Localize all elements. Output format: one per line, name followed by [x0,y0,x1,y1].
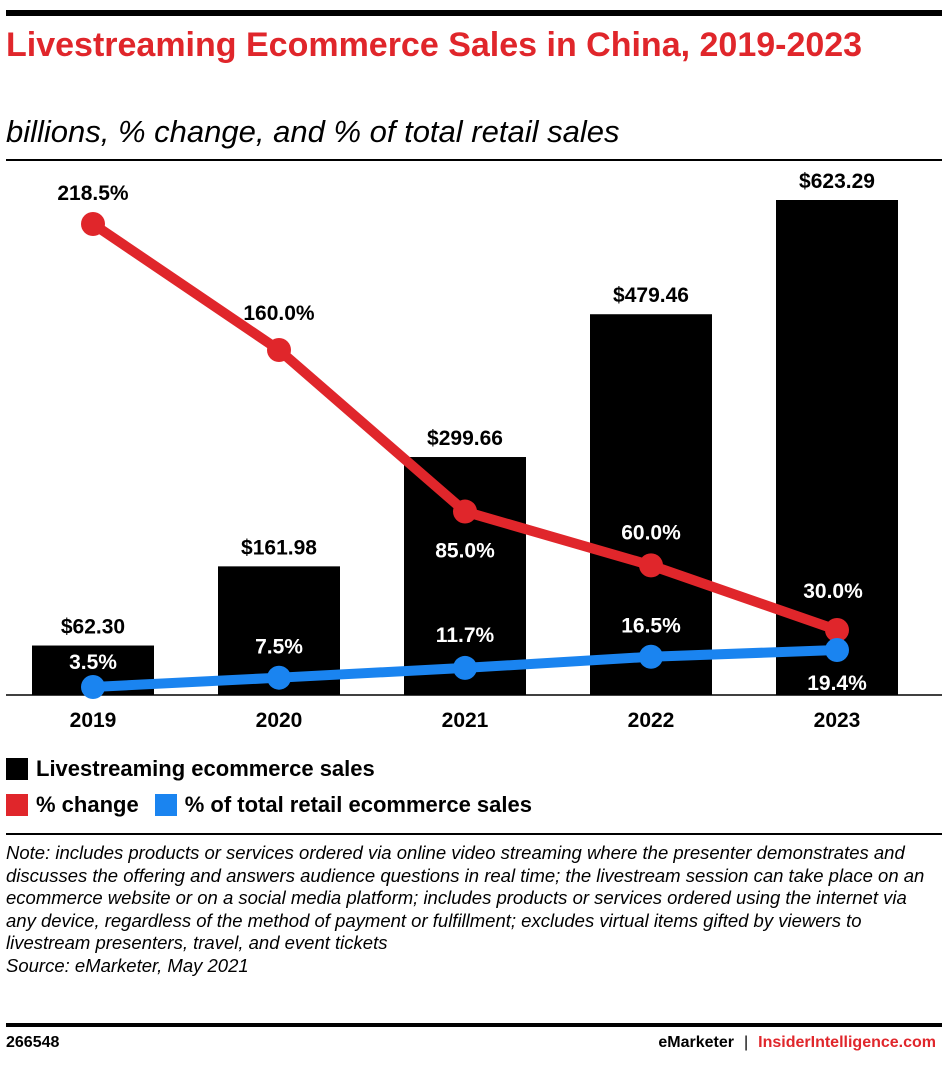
brand-footer: eMarketer | InsiderIntelligence.com [658,1034,936,1052]
bar-label-2023: $623.29 [799,170,875,193]
legend-label-sales: Livestreaming ecommerce sales [36,756,375,781]
bar-label-2020: $161.98 [241,536,317,559]
legend-label-share: % of total retail ecommerce sales [184,792,532,817]
share-point-2023 [825,638,849,662]
share-point-2021 [453,655,477,680]
share-label-2020: 7.5% [255,636,303,659]
change-point-2020 [267,338,291,362]
chart-subtitle: billions, % change, and % of total retai… [6,114,620,149]
change-label-2022: 60.0% [621,521,681,544]
share-point-2022 [639,644,663,669]
top-rule [6,10,942,16]
share-point-2020 [267,665,291,690]
legend-row-2: % change % of total retail ecommerce sal… [6,792,532,818]
source-text: Source: eMarketer, May 2021 [6,954,249,976]
legend-swatch-change [6,794,28,816]
chart-title: Livestreaming Ecommerce Sales in China, … [6,26,863,64]
x-tick-2019: 2019 [70,709,117,732]
legend-swatch-bar [6,758,28,780]
legend-swatch-share [154,794,177,816]
legend-label-change: % change [36,792,139,817]
change-point-2019 [81,212,105,236]
change-point-2021 [453,499,477,524]
brand-emarketer[interactable]: eMarketer [658,1034,735,1051]
bar-2022 [590,314,712,695]
legend-divider [6,833,942,835]
x-tick-2021: 2021 [442,709,489,732]
title-divider [6,159,942,161]
note-text: Note: includes products or services orde… [6,842,925,953]
x-tick-2023: 2023 [814,709,861,732]
change-point-2022 [639,553,663,578]
x-tick-2020: 2020 [256,709,303,732]
bar-2021 [404,457,526,695]
change-label-2021: 85.0% [435,540,495,563]
change-label-2020: 160.0% [243,302,315,325]
x-tick-2022: 2022 [628,709,675,732]
share-label-2021: 11.7% [436,624,495,647]
share-label-2023: 19.4% [807,672,867,695]
bar-label-2019: $62.30 [61,616,125,639]
share-label-2019: 3.5% [69,651,117,674]
change-point-2023 [825,618,849,642]
bar-label-2021: $299.66 [427,427,503,450]
combo-chart: $62.30 $161.98 $299.66 $479.46 $623.29 218.5%… [6,170,942,732]
legend-row-1: Livestreaming ecommerce sales [6,756,375,782]
share-point-2019 [81,675,105,699]
change-label-2023: 30.0% [803,580,863,603]
bottom-rule [6,1023,942,1027]
share-label-2022: 16.5% [621,615,681,638]
chart-note: Note: includes products or services orde… [6,842,936,977]
change-label-2019: 218.5% [57,182,129,205]
bar-label-2022: $479.46 [613,284,689,307]
brand-insider-intelligence[interactable]: InsiderIntelligence.com [758,1034,936,1051]
brand-separator: | [744,1034,749,1051]
chart-id: 266548 [6,1034,60,1051]
